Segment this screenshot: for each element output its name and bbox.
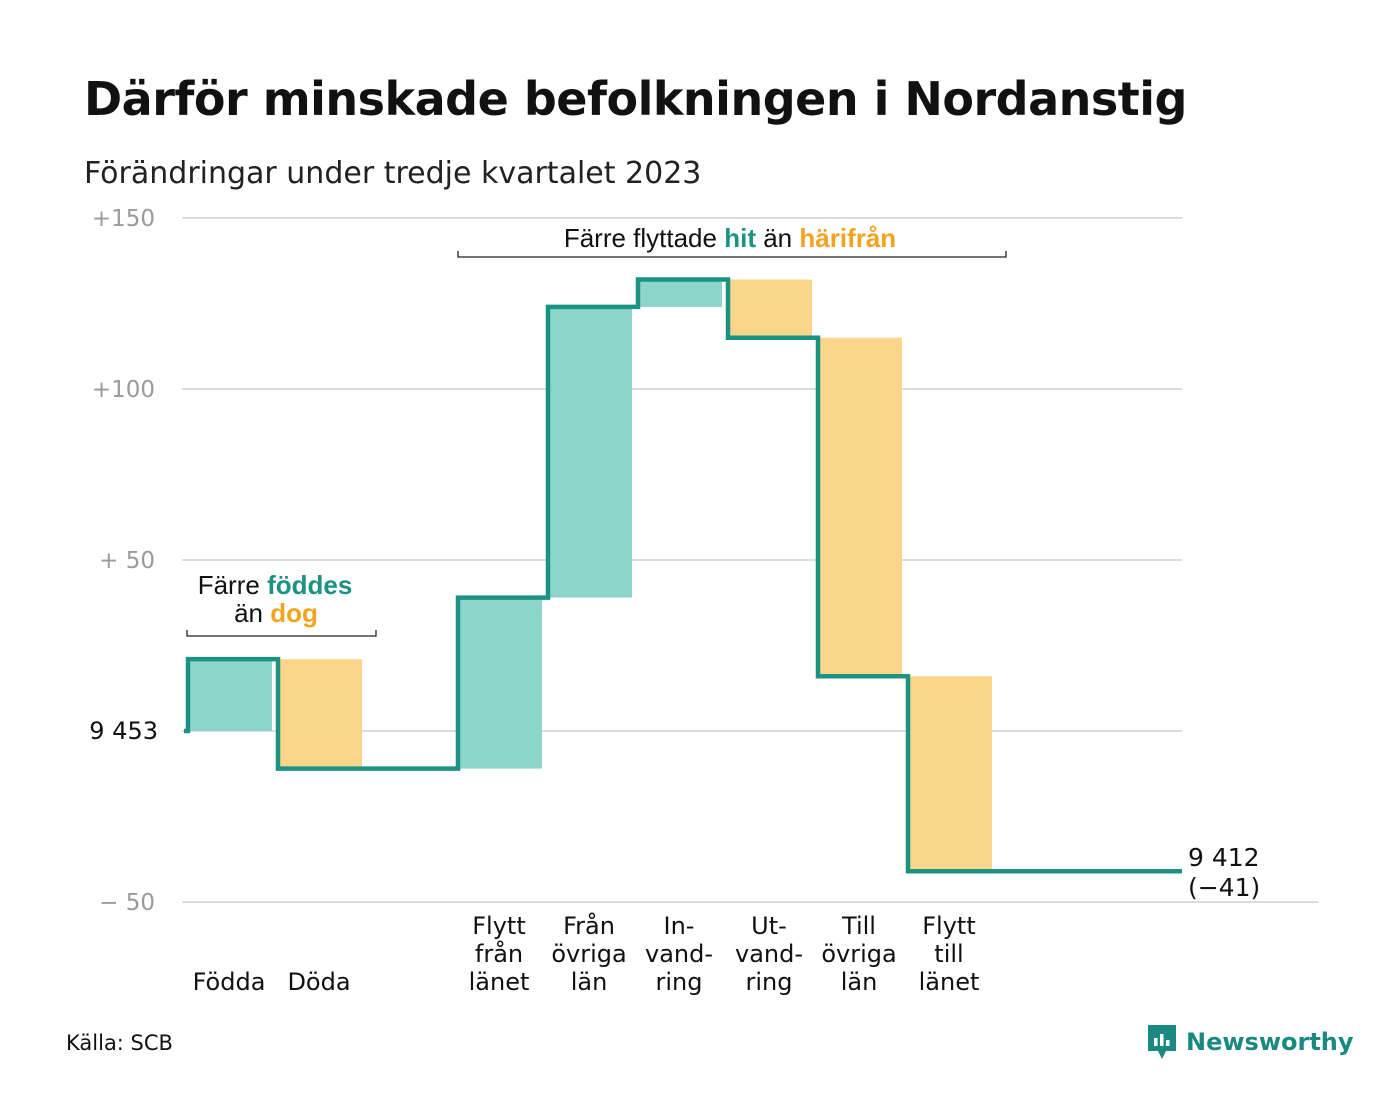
annotation-migration-middle: än (763, 223, 792, 253)
x-axis-label: övriga (821, 940, 896, 968)
y-tick-label: + 50 (99, 548, 155, 574)
end-change-label: (−41) (1188, 873, 1260, 902)
bar-från-övriga-län (548, 306, 632, 598)
x-axis-label: länet (469, 968, 530, 996)
bar-till-övriga-län (818, 337, 902, 677)
x-axis-label: Döda (287, 968, 350, 996)
x-axis-label: från (475, 939, 523, 968)
x-axis-label: övriga (551, 940, 626, 968)
annotation-births-prefix: Färre (198, 570, 260, 600)
x-axis-label: vand- (735, 940, 803, 968)
brand-logo: Newsworthy (1146, 1022, 1354, 1062)
y-tick-label: +100 (92, 377, 155, 403)
annotation-deaths-bold: dog (270, 598, 318, 628)
annotation-births-line1: Färre föddes (198, 570, 353, 600)
annotation-deaths-prefix: än (234, 598, 263, 628)
annotation-births-deaths: Färre föddes än dog (186, 570, 377, 637)
y-tick-label: − 50 (99, 890, 155, 916)
bar-ut-vand-ring (728, 279, 812, 338)
end-value-label: 9 412 (1188, 843, 1260, 872)
x-axis-label: Till (841, 912, 876, 940)
bar-flytt-till-länet (908, 676, 992, 872)
annotation-migration-text: Färre flyttade hit än härifrån (564, 223, 896, 253)
x-axis-label: ring (746, 968, 793, 996)
x-axis-label: Flytt (472, 912, 526, 940)
y-tick-label: +150 (92, 206, 155, 232)
annotation-deaths-line2: än dog (234, 598, 318, 628)
annotation-migration-bold2: härifrån (799, 223, 896, 253)
newsworthy-logo-icon (1148, 1025, 1176, 1059)
source-label: Källa: SCB (66, 1031, 173, 1055)
x-axis-label: till (934, 940, 963, 968)
bar-flytt-från-länet (458, 597, 542, 769)
bar-döda (278, 659, 362, 769)
annotation-migration-bold1: hit (724, 223, 756, 253)
annotation-migration: Färre flyttade hit än härifrån (457, 223, 1007, 258)
running-total-line (184, 277, 1182, 874)
y-axis-ticks: − 50 9 453 + 50 +100 +150 (89, 206, 158, 916)
x-axis-label: Från (563, 911, 615, 940)
annotation-migration-bracket (457, 251, 1007, 258)
brand-name: Newsworthy (1186, 1028, 1354, 1056)
annotation-migration-prefix: Färre flyttade (564, 223, 717, 253)
change-bars (188, 279, 992, 872)
annotation-births-bold: föddes (267, 570, 352, 600)
chart-subtitle: Förändringar under tredje kvartalet 2023 (84, 156, 702, 191)
x-axis-label: län (841, 968, 878, 996)
bar-födda (188, 659, 272, 731)
chart-title: Därför minskade befolkningen i Nordansti… (84, 72, 1187, 126)
x-axis-label: Födda (193, 968, 266, 996)
x-axis-label: län (571, 968, 608, 996)
running-total-path (184, 277, 1182, 874)
x-axis-labels: Födda DödaFlyttfrånlänetFrånövrigalänIn-v… (193, 911, 980, 996)
y-tick-start-value: 9 453 (89, 717, 158, 745)
x-axis-label: Flytt (922, 912, 976, 940)
x-axis-label: Ut- (751, 912, 787, 940)
x-axis-label: vand- (645, 940, 713, 968)
x-axis-label: länet (919, 968, 980, 996)
annotation-births-bracket (186, 630, 377, 637)
bar-in-vand-ring (638, 279, 722, 307)
x-axis-label: ring (656, 968, 703, 996)
grid-lines (182, 217, 1318, 903)
x-axis-label: In- (664, 912, 695, 940)
